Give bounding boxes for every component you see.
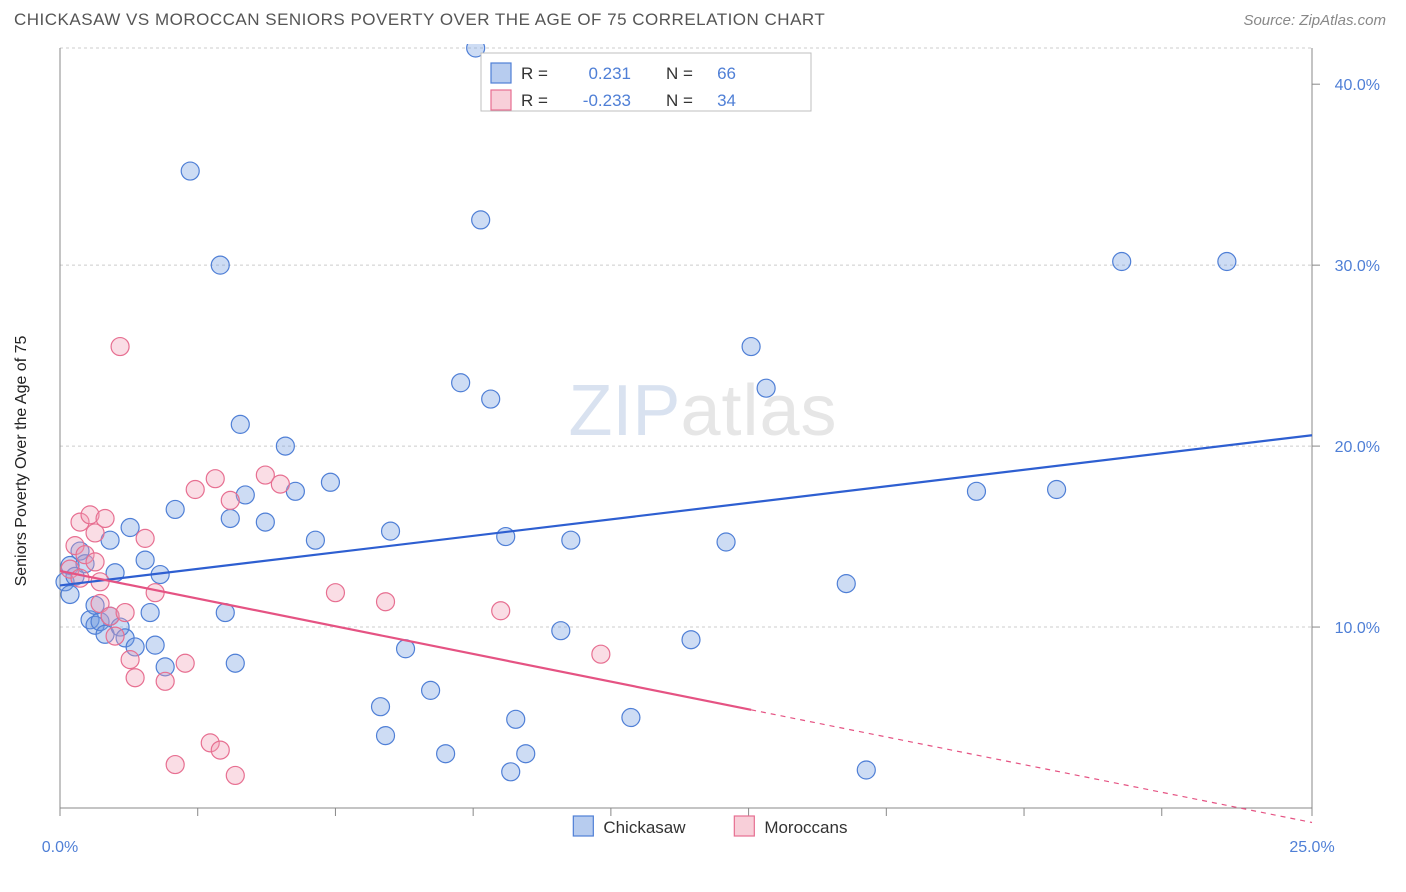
data-point: [111, 338, 129, 356]
data-point: [502, 763, 520, 781]
data-point: [492, 602, 510, 620]
data-point: [126, 669, 144, 687]
data-point: [321, 473, 339, 491]
data-point: [156, 672, 174, 690]
data-point: [472, 211, 490, 229]
x-tick-label: 25.0%: [1289, 839, 1334, 856]
data-point: [166, 500, 184, 518]
data-point: [422, 681, 440, 699]
data-point: [61, 585, 79, 603]
stat-n-label: N =: [666, 91, 693, 110]
data-point: [221, 491, 239, 509]
y-tick-label: 40.0%: [1335, 77, 1380, 94]
data-point: [742, 338, 760, 356]
stat-r-label: R =: [521, 91, 548, 110]
data-point: [231, 415, 249, 433]
data-point: [226, 766, 244, 784]
data-point: [221, 509, 239, 527]
data-point: [757, 379, 775, 397]
data-point: [1048, 481, 1066, 499]
data-point: [717, 533, 735, 551]
data-point: [136, 529, 154, 547]
stat-n-value: 34: [717, 91, 736, 110]
data-point: [226, 654, 244, 672]
series-legend: Chickasaw Moroccans: [573, 816, 847, 837]
data-point: [256, 513, 274, 531]
data-point: [146, 636, 164, 654]
data-point: [276, 437, 294, 455]
data-point: [837, 575, 855, 593]
x-tick-label: 0.0%: [42, 839, 78, 856]
chart-title: CHICKASAW VS MOROCCAN SENIORS POVERTY OV…: [14, 10, 825, 30]
stat-r-value: 0.231: [588, 64, 631, 83]
data-point: [1113, 253, 1131, 271]
data-point: [136, 551, 154, 569]
data-point: [211, 256, 229, 274]
legend-label: Chickasaw: [603, 818, 686, 837]
data-point: [86, 553, 104, 571]
legend-swatch: [734, 816, 754, 836]
data-point: [562, 531, 580, 549]
stat-n-label: N =: [666, 64, 693, 83]
data-point: [211, 741, 229, 759]
stat-r-label: R =: [521, 64, 548, 83]
data-point: [967, 482, 985, 500]
data-point: [121, 519, 139, 537]
chart-container: Seniors Poverty Over the Age of 75 10.0%…: [14, 44, 1392, 878]
data-point: [377, 593, 395, 611]
legend-swatch: [491, 63, 511, 83]
data-point: [96, 509, 114, 527]
stat-n-value: 66: [717, 64, 736, 83]
trend-line-extrapolated: [751, 710, 1312, 823]
scatter-chart: 10.0% 20.0% 30.0% 40.0% 0.0% 25.0% R = 0.231 N =…: [14, 44, 1392, 878]
y-tick-label: 10.0%: [1335, 620, 1380, 637]
data-point: [116, 604, 134, 622]
stat-r-value: -0.233: [583, 91, 631, 110]
legend-label: Moroccans: [764, 818, 847, 837]
data-point: [507, 710, 525, 728]
data-point: [166, 756, 184, 774]
data-point: [121, 651, 139, 669]
data-point: [1218, 253, 1236, 271]
source-label: Source: ZipAtlas.com: [1243, 12, 1386, 29]
y-tick-label: 30.0%: [1335, 258, 1380, 275]
data-point: [857, 761, 875, 779]
data-point: [372, 698, 390, 716]
data-point: [141, 604, 159, 622]
data-point: [517, 745, 535, 763]
data-point: [437, 745, 455, 763]
data-point: [176, 654, 194, 672]
data-point: [482, 390, 500, 408]
data-point: [206, 470, 224, 488]
data-point: [106, 627, 124, 645]
data-point: [271, 475, 289, 493]
data-point: [592, 645, 610, 663]
legend-swatch: [491, 90, 511, 110]
data-point: [552, 622, 570, 640]
data-point: [186, 481, 204, 499]
trend-line: [60, 435, 1312, 585]
data-point: [146, 584, 164, 602]
data-point: [382, 522, 400, 540]
data-point: [181, 162, 199, 180]
y-tick-label: 20.0%: [1335, 439, 1380, 456]
data-point: [306, 531, 324, 549]
legend-swatch: [573, 816, 593, 836]
data-point: [682, 631, 700, 649]
data-point: [622, 709, 640, 727]
y-axis-title: Seniors Poverty Over the Age of 75: [13, 336, 31, 587]
data-point: [377, 727, 395, 745]
data-point: [326, 584, 344, 602]
data-point: [452, 374, 470, 392]
